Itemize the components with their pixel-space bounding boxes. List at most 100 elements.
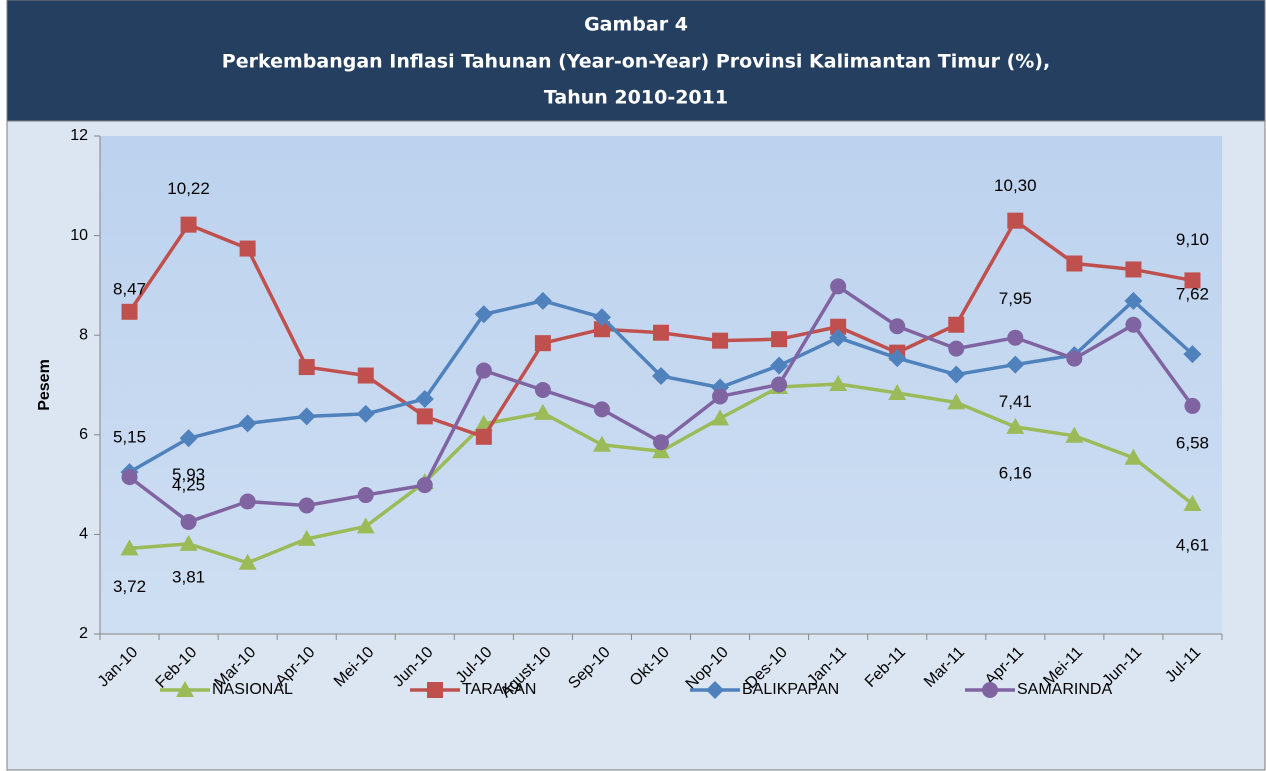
header-band	[6, 0, 1266, 122]
point-marker	[474, 305, 493, 324]
point-marker	[298, 497, 315, 514]
point-marker	[533, 291, 552, 310]
point-marker	[239, 493, 256, 510]
y-tick-label: 4	[79, 526, 88, 543]
point-marker	[1124, 448, 1143, 465]
point-marker	[1006, 355, 1025, 374]
point-marker	[297, 407, 316, 426]
data-label: 7,41	[999, 392, 1032, 411]
point-marker	[238, 414, 257, 433]
point-marker	[1125, 261, 1142, 278]
point-marker	[121, 469, 138, 486]
point-marker	[948, 316, 965, 333]
point-marker	[771, 331, 788, 348]
point-marker	[1125, 316, 1142, 333]
point-marker	[1124, 291, 1143, 310]
point-marker	[415, 389, 434, 408]
point-marker	[534, 335, 551, 352]
chart-title: Perkembangan Inflasi Tahunan (Year-on-Ye…	[222, 51, 1050, 73]
data-label: 7,62	[1176, 285, 1209, 304]
legend-marker	[982, 682, 998, 698]
point-marker	[416, 408, 433, 425]
point-marker	[712, 332, 729, 349]
point-marker	[1183, 345, 1202, 364]
point-marker	[1184, 397, 1201, 414]
data-label: 3,72	[113, 577, 146, 596]
legend-label: SAMARINDA	[1017, 681, 1112, 698]
point-marker	[947, 365, 966, 384]
data-label: 6,16	[999, 463, 1032, 482]
y-axis-label: Pesem	[36, 359, 53, 411]
data-label: 10,22	[167, 179, 210, 198]
point-marker	[534, 381, 551, 398]
point-marker	[888, 349, 907, 368]
point-marker	[1066, 255, 1083, 272]
chart-title: Gambar 4	[584, 14, 688, 36]
y-tick-label: 8	[79, 326, 88, 343]
point-marker	[1007, 329, 1024, 346]
point-marker	[179, 429, 198, 448]
data-label: 5,93	[172, 465, 205, 484]
chart-title: Tahun 2010-2011	[544, 87, 728, 109]
legend-marker	[706, 681, 724, 699]
point-marker	[179, 534, 198, 551]
point-marker	[830, 278, 847, 295]
point-marker	[1006, 417, 1025, 434]
point-marker	[416, 477, 433, 494]
point-marker	[356, 517, 375, 534]
point-marker	[1007, 212, 1024, 229]
legend-marker	[176, 681, 194, 697]
point-marker	[592, 308, 611, 327]
data-label: 4,25	[172, 475, 205, 494]
y-tick-label: 10	[70, 227, 88, 244]
point-marker	[653, 324, 669, 341]
point-marker	[653, 434, 669, 451]
point-marker	[652, 367, 670, 386]
point-marker	[533, 403, 552, 420]
point-marker	[592, 435, 611, 452]
point-marker	[947, 393, 966, 410]
data-label: 4,61	[1176, 536, 1209, 555]
point-marker	[888, 383, 907, 400]
point-marker	[357, 367, 374, 384]
point-marker	[238, 553, 257, 570]
point-marker	[356, 404, 375, 423]
point-marker	[829, 328, 848, 347]
point-marker	[593, 401, 610, 418]
point-marker	[180, 216, 197, 233]
data-label: 9,10	[1176, 230, 1209, 249]
data-label: 8,47	[113, 279, 146, 298]
point-marker	[180, 513, 197, 530]
data-label: 10,30	[994, 176, 1037, 195]
point-marker	[120, 539, 139, 556]
data-label: 6,58	[1176, 433, 1209, 452]
legend-marker	[427, 682, 443, 698]
y-tick-label: 2	[79, 625, 88, 642]
point-marker	[475, 362, 492, 379]
point-marker	[298, 359, 315, 376]
point-marker	[357, 487, 374, 504]
legend-label: BALIKPAPAN	[742, 681, 839, 698]
point-marker	[829, 375, 848, 392]
legend-label: NASIONAL	[212, 681, 293, 698]
data-label: 5,15	[113, 428, 146, 447]
y-tick-label: 6	[79, 426, 88, 443]
y-tick-label: 12	[70, 127, 88, 144]
data-label: 3,81	[172, 567, 205, 586]
point-marker	[711, 409, 730, 426]
point-marker	[1065, 426, 1084, 443]
point-marker	[1066, 350, 1083, 367]
point-marker	[948, 340, 965, 357]
point-marker	[239, 240, 256, 257]
point-marker	[1183, 495, 1202, 512]
point-marker	[1184, 272, 1201, 289]
point-marker	[475, 428, 492, 445]
point-marker	[771, 376, 788, 393]
point-marker	[770, 356, 789, 375]
legend-label: TARAKAN	[462, 681, 536, 698]
data-label: 7,95	[999, 289, 1032, 308]
point-marker	[593, 321, 610, 338]
point-marker	[889, 318, 906, 335]
point-marker	[712, 388, 729, 405]
